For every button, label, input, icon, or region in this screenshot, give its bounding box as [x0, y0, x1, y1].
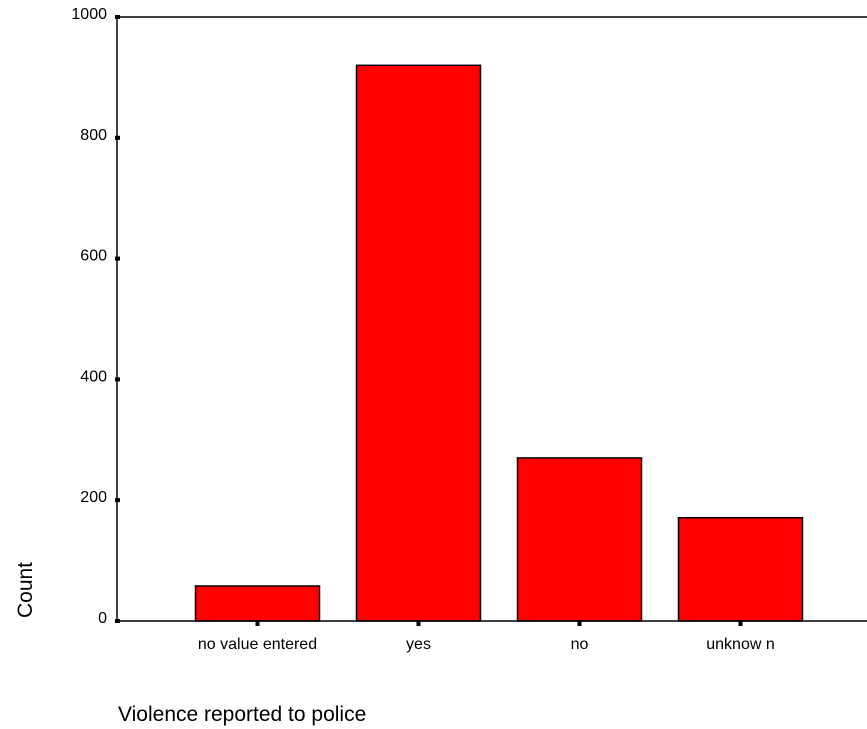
x-tick-mark	[577, 620, 582, 626]
y-tick-mark	[115, 377, 120, 382]
y-tick-label: 600	[80, 248, 107, 265]
bar-unknow-n	[677, 516, 804, 622]
y-tick-label: 800	[80, 127, 107, 144]
y-tick-label: 400	[80, 368, 107, 385]
y-ticks: 0 200 400 600 800 1000	[71, 6, 120, 627]
x-tick-mark	[416, 620, 421, 626]
bar-no-value-entered	[194, 585, 321, 622]
y-tick-mark	[115, 15, 120, 19]
y-tick-mark	[115, 256, 120, 261]
bar-no	[516, 457, 643, 622]
bars	[194, 64, 804, 622]
x-tick-mark	[255, 620, 260, 626]
x-tick-label: unknow n	[706, 636, 775, 653]
x-tick-label: no value entered	[198, 636, 317, 653]
y-tick-label: 0	[98, 610, 107, 627]
y-tick-mark	[115, 135, 120, 140]
y-tick-label: 200	[80, 489, 107, 506]
x-ticks: no value entered yes no unknow n	[198, 620, 775, 653]
y-axis-title: Count	[14, 562, 37, 618]
x-tick-label: yes	[406, 636, 431, 653]
y-tick-mark	[115, 498, 120, 503]
x-axis-title: Violence reported to police	[118, 703, 366, 726]
x-tick-label: no	[571, 636, 589, 653]
x-tick-mark	[738, 620, 743, 626]
y-tick-label: 1000	[71, 6, 107, 23]
bar-yes	[355, 64, 482, 622]
y-tick-mark	[115, 619, 120, 623]
